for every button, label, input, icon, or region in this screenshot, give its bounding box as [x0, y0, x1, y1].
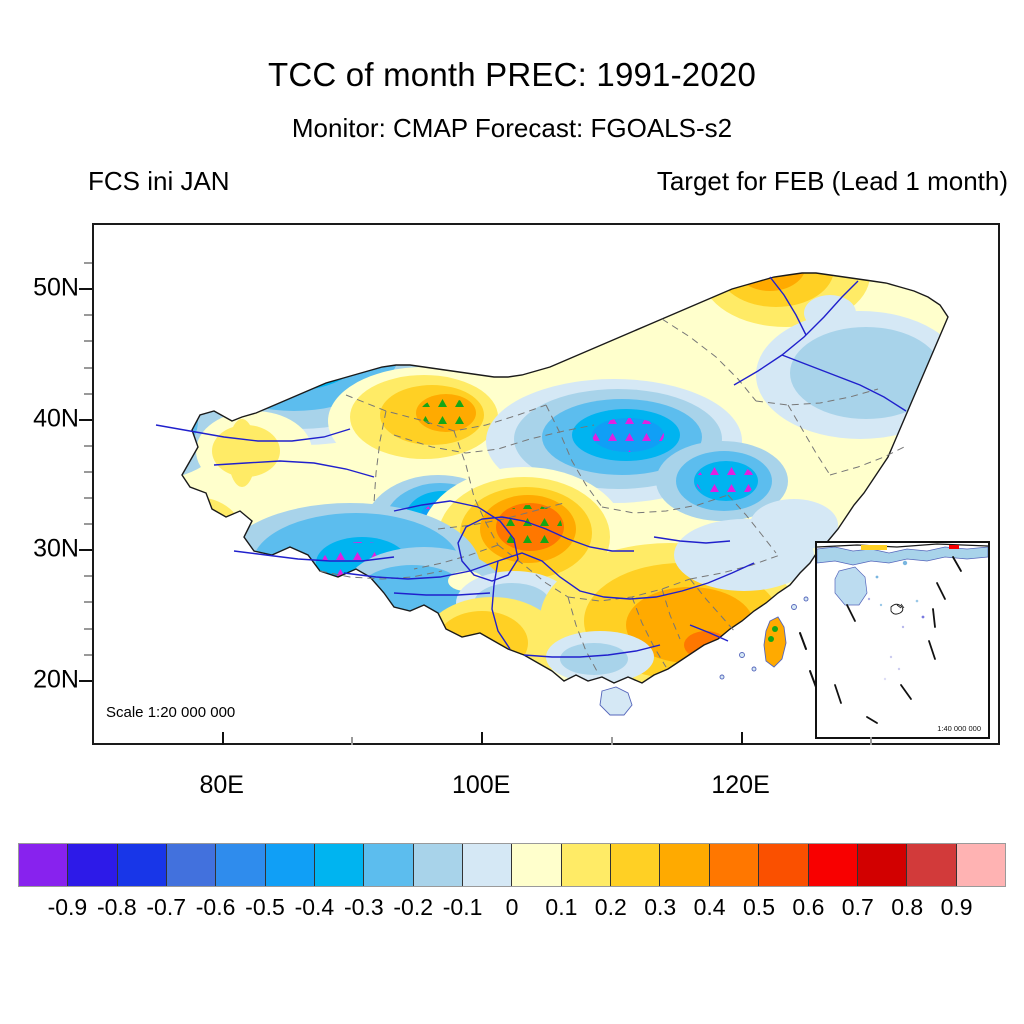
- colorbar-swatch-2[interactable]: [117, 844, 168, 886]
- lon-tick-130: [870, 737, 873, 745]
- lat-tick-44: [84, 366, 92, 369]
- lat-tick-34: [84, 497, 92, 500]
- colorbar-tick-0.9: 0.9: [940, 894, 973, 920]
- colorbar-tick--0.9: -0.9: [47, 894, 88, 920]
- colorbar-tick--0.7: -0.7: [146, 894, 187, 920]
- colorbar-tick--0.8: -0.8: [96, 894, 137, 920]
- colorbar-swatch-14[interactable]: [709, 844, 760, 886]
- colorbar-swatch-12[interactable]: [611, 844, 661, 886]
- lat-tick-38: [84, 444, 92, 447]
- colorbar-tick--0.6: -0.6: [195, 894, 236, 920]
- lat-tick-36: [84, 470, 92, 473]
- lat-tick-50: [79, 288, 92, 291]
- colorbar-tick-0.5: 0.5: [743, 894, 775, 920]
- colorbar-swatch-9[interactable]: [463, 844, 513, 886]
- lon-tick-120: [740, 732, 743, 745]
- lat-tick-30: [79, 549, 92, 552]
- china-correlation-map: [155, 272, 949, 716]
- colorbar-swatch-1[interactable]: [68, 844, 118, 886]
- colorbar-swatch-16[interactable]: [808, 844, 858, 886]
- inset-scale-label: 1:40 000 000: [937, 724, 981, 733]
- colorbar-tick-0.2: 0.2: [594, 894, 627, 920]
- colorbar-tick-0.4: 0.4: [693, 894, 726, 920]
- province-borders: [319, 318, 909, 674]
- lat-tick-48: [84, 314, 92, 317]
- lat-tick-20: [79, 679, 92, 682]
- colorbar-tick-0.7: 0.7: [841, 894, 874, 920]
- colorbar-tick-0: 0: [505, 894, 519, 920]
- colorbar-tick-0.1: 0.1: [545, 894, 578, 920]
- colorbar-tick-labels: -0.9 -0.8 -0.7 -0.6 -0.5 -0.4 -0.3 -0.2 -0.1 0 0.1…: [18, 894, 1006, 928]
- lat-tick-22: [84, 653, 92, 656]
- colorbar-swatch-18[interactable]: [907, 844, 957, 886]
- colorbar-swatch-7[interactable]: [364, 844, 414, 886]
- colorbar-swatch-0[interactable]: [19, 844, 69, 886]
- lat-tick-46: [84, 340, 92, 343]
- colorbar-tick--0.4: -0.4: [294, 894, 335, 920]
- lat-tick-42: [84, 392, 92, 395]
- lon-tick-label-120: 120E: [711, 771, 770, 799]
- lon-tick-100: [481, 732, 484, 745]
- colorbar-legend: -0.9 -0.8 -0.7 -0.6 -0.5 -0.4 -0.3 -0.2 -0.1 0 0.1…: [0, 838, 1024, 958]
- china-national-border: [181, 272, 949, 684]
- colorbar-swatch-11[interactable]: [561, 844, 612, 886]
- title-block: TCC of month PREC: 1991-2020 Monitor: CM…: [0, 0, 1024, 210]
- rivers: [155, 276, 907, 658]
- south-china-sea-inset: 1:40 000 000: [815, 541, 990, 739]
- subtitle: Monitor: CMAP Forecast: FGOALS-s2: [291, 113, 733, 143]
- colorbar-tick--0.5: -0.5: [245, 894, 285, 920]
- lon-tick-80: [221, 732, 224, 745]
- lat-tick-52: [84, 262, 92, 265]
- colorbar-swatch-10[interactable]: [512, 844, 562, 886]
- page-title: TCC of month PREC: 1991-2020: [268, 56, 756, 93]
- colorbar-swatch-19[interactable]: [956, 844, 1005, 886]
- colorbar-swatches[interactable]: [18, 843, 1006, 887]
- colorbar-swatch-4[interactable]: [216, 844, 266, 886]
- lat-tick-label-30: 30N: [33, 534, 79, 563]
- colorbar-swatch-3[interactable]: [167, 844, 217, 886]
- lat-tick-label-20: 20N: [33, 665, 79, 694]
- lon-tick-label-80: 80E: [199, 771, 244, 799]
- map-plot-frame: Scale 1:20 000 000: [92, 223, 1000, 745]
- lat-tick-24: [84, 627, 92, 630]
- colorbar-tick-0.8: 0.8: [891, 894, 924, 920]
- colorbar-tick--0.3: -0.3: [343, 894, 384, 920]
- colorbar-swatch-6[interactable]: [315, 844, 365, 886]
- lat-tick-label-50: 50N: [33, 273, 79, 302]
- colorbar-tick--0.2: -0.2: [393, 894, 434, 920]
- forecast-init-label: FCS ini JAN: [88, 166, 230, 196]
- colorbar-swatch-8[interactable]: [413, 844, 464, 886]
- colorbar-swatch-5[interactable]: [265, 844, 316, 886]
- islands: [599, 596, 809, 716]
- lat-tick-26: [84, 601, 92, 604]
- map-scale-caption: Scale 1:20 000 000: [106, 704, 236, 721]
- colorbar-swatch-15[interactable]: [759, 844, 809, 886]
- lat-tick-label-40: 40N: [33, 404, 79, 433]
- lat-tick-32: [84, 523, 92, 526]
- nine-dash-line: [799, 632, 817, 688]
- colorbar-tick-0.3: 0.3: [644, 894, 677, 920]
- lat-tick-28: [84, 575, 92, 578]
- colorbar-tick--0.1: -0.1: [442, 894, 483, 920]
- target-lead-label: Target for FEB (Lead 1 month): [656, 166, 1008, 196]
- lon-tick-90: [351, 737, 354, 745]
- lat-tick-40: [79, 418, 92, 421]
- lon-tick-110: [610, 737, 613, 745]
- colorbar-swatch-13[interactable]: [660, 844, 710, 886]
- colorbar-tick-0.6: 0.6: [792, 894, 825, 920]
- lon-tick-label-100: 100E: [451, 771, 511, 799]
- colorbar-swatch-17[interactable]: [857, 844, 908, 886]
